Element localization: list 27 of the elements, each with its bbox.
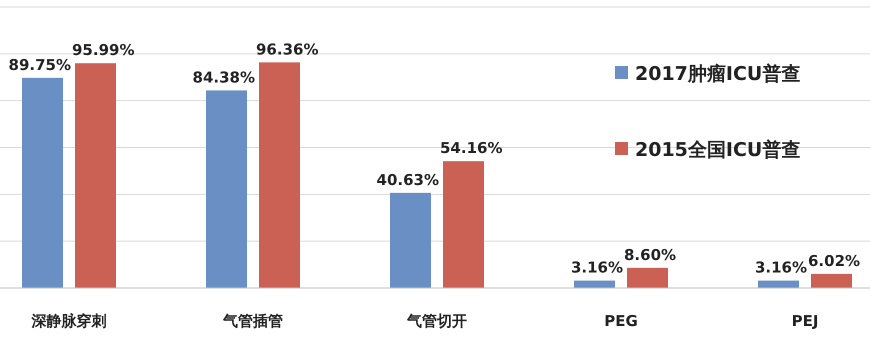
- data-label: 89.75%: [8, 56, 71, 74]
- data-label: 84.38%: [192, 68, 255, 86]
- bar: [22, 78, 63, 288]
- data-label: 96.36%: [256, 40, 318, 58]
- bar: [259, 62, 300, 288]
- bar: [574, 280, 615, 288]
- data-label: 8.60%: [624, 246, 676, 264]
- bar: [811, 274, 852, 288]
- data-label: 95.99%: [72, 41, 134, 60]
- x-tick-label: 气管插管: [222, 312, 283, 330]
- data-label: 6.02%: [808, 252, 860, 270]
- bar: [443, 161, 484, 288]
- bar: [627, 268, 668, 288]
- legend-label: 2017肿瘤ICU普查: [635, 63, 800, 85]
- bar: [75, 63, 116, 288]
- data-label: 54.16%: [440, 139, 502, 158]
- bar: [758, 280, 799, 288]
- data-label: 3.16%: [570, 258, 623, 277]
- x-tick-label: 深静脉穿刺: [30, 312, 106, 330]
- bar: [390, 192, 431, 288]
- x-tick-label: 气管切开: [406, 312, 467, 330]
- x-tick-label: PEJ: [792, 312, 818, 330]
- x-tick-label: PEG: [604, 312, 638, 330]
- legend-label: 2015全国ICU普查: [635, 139, 800, 161]
- bar: [206, 90, 247, 288]
- data-label: 3.16%: [754, 258, 807, 277]
- data-label: 40.63%: [376, 170, 439, 189]
